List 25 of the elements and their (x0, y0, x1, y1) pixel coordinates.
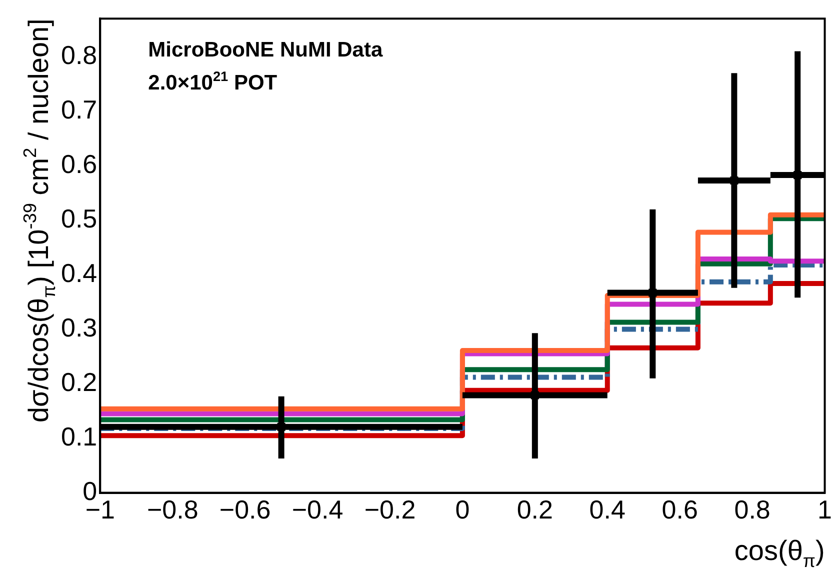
x-tick-label: −0.6 (219, 494, 271, 525)
x-tick-label: 0.8 (734, 494, 770, 525)
x-tick-label: 0.4 (589, 494, 626, 525)
x-tick-label: −0.4 (292, 494, 344, 525)
y-tick-label: 0.4 (60, 258, 98, 288)
point (730, 176, 738, 185)
x-tick-label: −0.2 (364, 494, 416, 525)
y-tick-label: 0.2 (60, 366, 98, 397)
point (277, 422, 286, 431)
point (794, 170, 802, 180)
y-axis-title: dσ/dcos(θπ) [10-39 cm2 / nucleon] (20, 18, 59, 423)
x-tick-label: 1 (818, 494, 832, 525)
y-tick-label: 0.7 (60, 94, 98, 124)
y-tick-label: 0.5 (60, 203, 98, 234)
point (648, 288, 657, 297)
point (530, 391, 539, 400)
y-tick-label: 0.1 (60, 421, 98, 452)
x-tick-label: 0.2 (516, 494, 553, 525)
y-tick-label: 0.3 (60, 312, 98, 342)
y-tick-label: 0.6 (60, 148, 98, 179)
x-tick-label: 0 (455, 494, 470, 525)
y-tick-label: 0.8 (60, 40, 98, 70)
x-tick-label: 0.6 (662, 494, 698, 525)
x-tick-label: −0.8 (146, 494, 198, 525)
annotation: MicroBooNE NuMI Data (148, 38, 383, 62)
